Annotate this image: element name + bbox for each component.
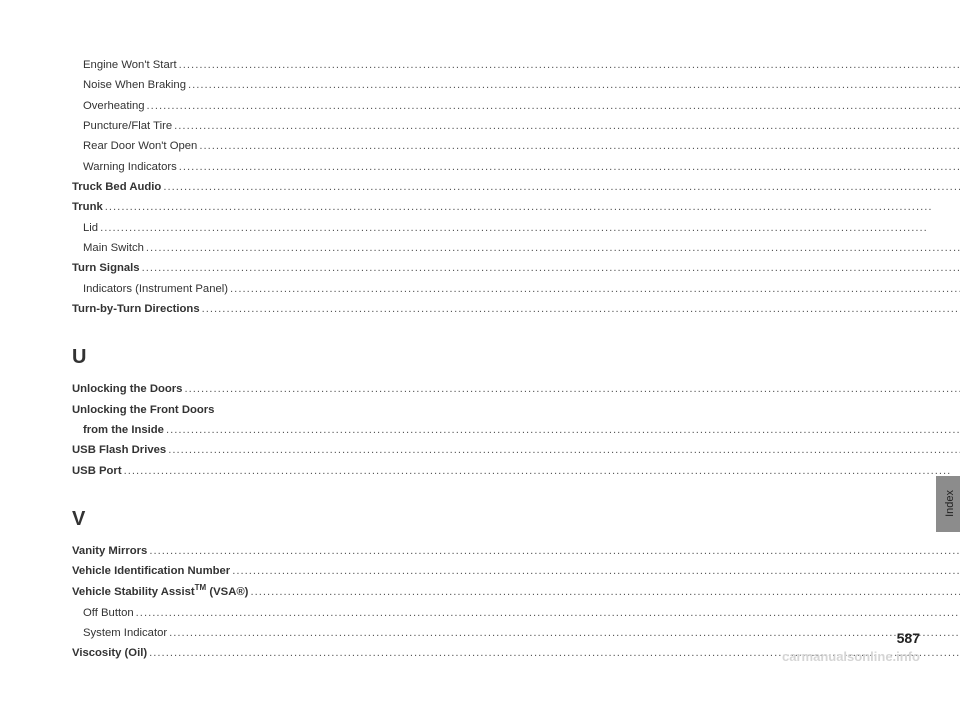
index-entry: Turn Signals............................… [72, 258, 960, 278]
index-entry: Off Button..............................… [72, 603, 960, 623]
entry-label: Vehicle Identification Number [72, 561, 230, 581]
leader-dots: ........................................… [166, 420, 960, 440]
entry-label: USB Flash Drives [72, 440, 166, 460]
index-entry: Engine Won't Start......................… [72, 55, 960, 75]
leader-dots: ........................................… [136, 603, 960, 623]
leader-dots: ........................................… [199, 136, 960, 156]
index-entry: Indicators (Instrument Panel)...........… [72, 279, 960, 299]
index-entry: Puncture/Flat Tire......................… [72, 116, 960, 136]
entry-label: Lid [83, 218, 98, 238]
entry-label: Unlocking the Doors [72, 379, 182, 399]
index-entry: Warning Indicators......................… [72, 157, 960, 177]
leader-dots: ........................................… [146, 238, 960, 258]
domain-watermark: carmanualsonline.info [782, 649, 920, 664]
leader-dots: ........................................… [202, 299, 960, 319]
entry-label: Truck Bed Audio [72, 177, 161, 197]
index-page: Engine Won't Start......................… [0, 0, 960, 725]
entry-label: Rear Door Won't Open [83, 136, 197, 156]
index-entry: from the Inside.........................… [72, 420, 960, 440]
entry-label: Indicators (Instrument Panel) [83, 279, 228, 299]
index-entry: System Indicator........................… [72, 623, 960, 643]
leader-dots: ........................................… [147, 96, 960, 116]
leader-dots: ........................................… [149, 541, 960, 561]
side-label: Index [944, 490, 956, 517]
index-entry: Main Switch.............................… [72, 238, 960, 258]
entry-label: Engine Won't Start [83, 55, 177, 75]
index-entry: Vehicle Stability AssistTM (VSA®).......… [72, 582, 960, 603]
entry-label: Puncture/Flat Tire [83, 116, 172, 136]
leader-dots: ........................................… [179, 55, 960, 75]
entry-label: Noise When Braking [83, 75, 186, 95]
entry-label: Turn Signals [72, 258, 140, 278]
entry-label: Warning Indicators [83, 157, 177, 177]
entry-label: from the Inside [83, 420, 164, 440]
leader-dots: ........................................… [105, 197, 960, 217]
index-entry: Overheating.............................… [72, 96, 960, 116]
column-1: Engine Won't Start......................… [72, 55, 960, 685]
entry-label: Turn-by-Turn Directions [72, 299, 200, 319]
leader-dots: ........................................… [188, 75, 960, 95]
entry-label: Off Button [83, 603, 134, 623]
entry-label: Overheating [83, 96, 145, 116]
index-entry: Vehicle Identification Number...........… [72, 561, 960, 581]
leader-dots: ........................................… [100, 218, 960, 238]
entry-label: Vanity Mirrors [72, 541, 147, 561]
leader-dots: ........................................… [250, 582, 960, 602]
leader-dots: ........................................… [179, 157, 960, 177]
index-entry: Noise When Braking......................… [72, 75, 960, 95]
page-number: 587 [897, 630, 920, 646]
index-entry: Unlocking the Front Doors [72, 400, 960, 420]
entry-label: Unlocking the Front Doors [72, 400, 214, 420]
index-entry: Unlocking the Doors.....................… [72, 379, 960, 399]
index-entry: Turn-by-Turn Directions.................… [72, 299, 960, 319]
leader-dots: ........................................… [124, 461, 960, 481]
leader-dots: ........................................… [163, 177, 960, 197]
leader-dots: ........................................… [174, 116, 960, 136]
index-entry: Rear Door Won't Open....................… [72, 136, 960, 156]
leader-dots: ........................................… [232, 561, 960, 581]
index-entry: Vanity Mirrors..........................… [72, 541, 960, 561]
entry-label: System Indicator [83, 623, 167, 643]
index-entry: USB Flash Drives........................… [72, 440, 960, 460]
index-entry: Trunk...................................… [72, 197, 960, 217]
entry-label: Main Switch [83, 238, 144, 258]
index-entry: Truck Bed Audio.........................… [72, 177, 960, 197]
index-entry: USB Port................................… [72, 461, 960, 481]
section-letter: U [72, 339, 960, 375]
entry-label: Vehicle Stability AssistTM (VSA®) [72, 582, 248, 603]
entry-label: Viscosity (Oil) [72, 643, 147, 663]
section-letter: V [72, 501, 960, 537]
leader-dots: ........................................… [230, 279, 960, 299]
index-entry: Lid.....................................… [72, 218, 960, 238]
leader-dots: ........................................… [184, 379, 960, 399]
entry-label: Trunk [72, 197, 103, 217]
leader-dots: ........................................… [169, 623, 960, 643]
leader-dots: ........................................… [168, 440, 960, 460]
leader-dots: ........................................… [142, 258, 960, 278]
entry-label: USB Port [72, 461, 122, 481]
